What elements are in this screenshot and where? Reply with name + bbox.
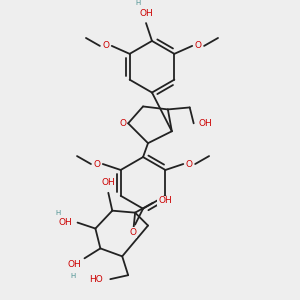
Text: OH: OH [139,9,153,18]
Text: H: H [70,273,75,279]
Text: OH: OH [101,178,115,188]
Text: OH: OH [158,196,172,205]
Text: O: O [130,228,136,237]
Text: O: O [120,119,127,128]
Text: O: O [102,41,109,50]
Text: O: O [186,160,193,169]
Text: O: O [93,160,100,169]
Text: H: H [55,210,60,216]
Text: OH: OH [68,260,81,269]
Text: O: O [195,41,202,50]
Text: H: H [136,0,141,6]
Text: OH: OH [59,218,73,227]
Text: OH: OH [199,119,212,128]
Text: HO: HO [89,275,103,284]
